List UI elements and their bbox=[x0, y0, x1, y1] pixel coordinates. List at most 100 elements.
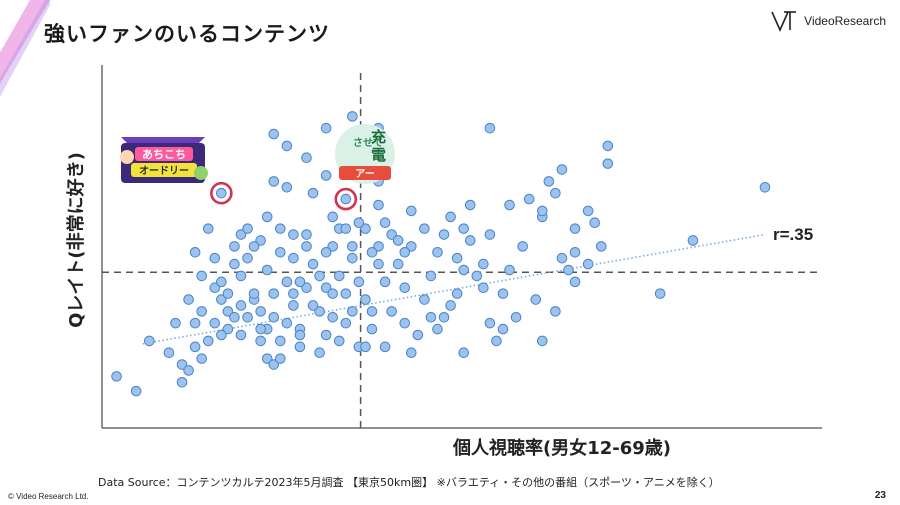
data-point bbox=[248, 241, 260, 252]
data-point bbox=[379, 217, 391, 229]
data-point bbox=[366, 323, 378, 335]
data-point bbox=[229, 258, 240, 270]
data-point bbox=[314, 270, 325, 282]
svg-text:アー: アー bbox=[355, 168, 374, 180]
data-point bbox=[222, 306, 234, 317]
data-point bbox=[209, 252, 221, 264]
data-point bbox=[563, 264, 574, 276]
data-point bbox=[379, 276, 391, 288]
data-point bbox=[196, 306, 207, 317]
data-point bbox=[242, 223, 253, 234]
data-point bbox=[209, 282, 221, 294]
data-point bbox=[255, 323, 266, 335]
data-point bbox=[144, 335, 155, 347]
logo-text: VideoResearch bbox=[804, 14, 886, 28]
data-point bbox=[484, 122, 496, 134]
data-point bbox=[504, 199, 515, 211]
data-point bbox=[294, 329, 306, 341]
svg-text:あちこち: あちこち bbox=[142, 148, 186, 161]
y-axis-label: Qレイト(非常に好き) bbox=[66, 152, 87, 328]
data-point bbox=[438, 229, 450, 240]
data-point bbox=[353, 217, 365, 229]
data-point bbox=[275, 223, 286, 234]
data-point bbox=[261, 264, 273, 276]
data-point bbox=[392, 258, 404, 270]
data-point bbox=[176, 359, 188, 370]
data-point bbox=[392, 235, 404, 246]
data-point bbox=[582, 205, 594, 217]
data-point bbox=[327, 288, 339, 299]
highlighted-point bbox=[340, 193, 352, 205]
data-point bbox=[333, 335, 345, 347]
data-point bbox=[261, 353, 273, 364]
data-point bbox=[275, 353, 286, 364]
data-point bbox=[320, 329, 332, 341]
svg-text:させて: させて bbox=[353, 137, 383, 149]
data-point bbox=[222, 323, 234, 335]
copyright: © Video Research Ltd. bbox=[8, 492, 89, 501]
data-point bbox=[582, 258, 594, 270]
svg-text:オードリー: オードリー bbox=[139, 165, 189, 177]
data-point bbox=[288, 300, 299, 311]
data-point bbox=[438, 311, 450, 323]
data-point bbox=[222, 288, 234, 299]
data-point bbox=[255, 335, 266, 347]
data-point bbox=[602, 158, 614, 169]
data-point bbox=[687, 235, 699, 246]
data-point bbox=[373, 199, 384, 211]
trend-line bbox=[142, 233, 766, 345]
data-point bbox=[340, 223, 352, 234]
data-point bbox=[451, 288, 463, 299]
data-point bbox=[497, 323, 509, 335]
page-number: 23 bbox=[874, 490, 886, 501]
data-source-note: Data Source：コンテンツカルテ2023年5月調査 【東京50km圏】 … bbox=[98, 476, 720, 489]
data-point bbox=[216, 329, 227, 341]
data-point bbox=[399, 246, 411, 258]
data-point bbox=[255, 306, 266, 317]
data-point bbox=[281, 140, 293, 152]
data-point bbox=[268, 359, 280, 370]
data-point bbox=[202, 223, 214, 234]
data-point bbox=[556, 252, 568, 264]
data-point bbox=[406, 347, 417, 359]
data-point bbox=[510, 311, 522, 323]
data-point bbox=[550, 187, 561, 199]
data-point bbox=[347, 252, 358, 264]
data-point bbox=[327, 211, 339, 223]
data-point bbox=[307, 187, 319, 199]
svg-text:充: 充 bbox=[371, 128, 386, 146]
data-point bbox=[189, 317, 201, 329]
data-point bbox=[235, 229, 247, 240]
data-point bbox=[530, 294, 542, 305]
data-point bbox=[491, 335, 502, 347]
data-point bbox=[340, 317, 352, 329]
data-point bbox=[216, 294, 227, 305]
data-point bbox=[654, 288, 666, 299]
data-point bbox=[235, 270, 247, 282]
data-point bbox=[307, 258, 319, 270]
data-point bbox=[471, 270, 483, 282]
data-point bbox=[353, 276, 365, 288]
page-title: 強いファンのいるコンテンツ bbox=[44, 22, 330, 46]
highlighted-point bbox=[216, 187, 227, 199]
data-point bbox=[569, 276, 581, 288]
data-point bbox=[333, 270, 345, 282]
data-point bbox=[320, 282, 332, 294]
data-point bbox=[432, 323, 443, 335]
data-point bbox=[314, 306, 325, 317]
data-point bbox=[281, 317, 293, 329]
data-point bbox=[419, 294, 430, 305]
data-point bbox=[419, 223, 430, 234]
data-point bbox=[464, 235, 476, 246]
achikochi-autory-logo: あちこち オードリー bbox=[120, 137, 208, 183]
data-point bbox=[432, 246, 443, 258]
data-point bbox=[478, 282, 489, 294]
data-point bbox=[163, 347, 175, 359]
data-point bbox=[320, 170, 332, 181]
accent-stripe bbox=[0, 0, 50, 97]
data-point bbox=[196, 270, 207, 282]
data-point bbox=[366, 246, 378, 258]
data-point bbox=[288, 229, 299, 240]
data-point bbox=[268, 288, 280, 299]
data-point bbox=[458, 347, 470, 359]
